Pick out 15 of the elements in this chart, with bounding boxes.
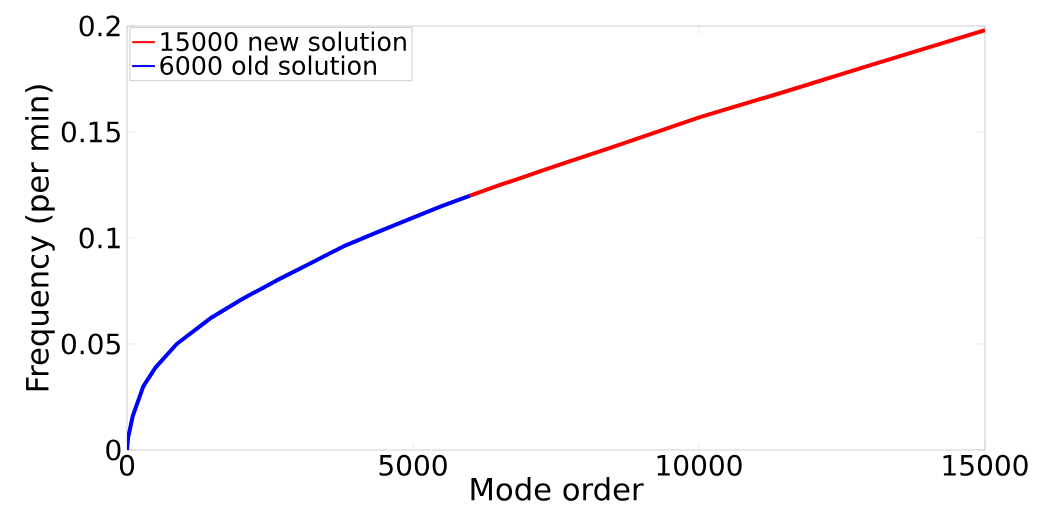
y-tick-label: 0.05 — [61, 333, 120, 355]
x-tick-label: 15000 — [943, 454, 1028, 476]
y-tick-label: 0 — [106, 439, 121, 461]
y-tick-label: 0.2 — [79, 15, 120, 37]
x-tick-label: 5000 — [379, 454, 447, 476]
x-axis-title: Mode order — [471, 477, 644, 501]
legend-label: 15000 new solution — [161, 31, 406, 52]
line-series — [127, 193, 473, 450]
y-tick-label: 0.15 — [61, 121, 120, 143]
line-series — [468, 28, 985, 198]
x-tick-label: 0 — [119, 454, 135, 476]
legend-label: 6000 old solution — [160, 55, 376, 76]
y-axis-title: Frequency (per min) — [25, 85, 55, 391]
y-tick-label: 0.1 — [79, 227, 120, 249]
x-tick-label: 10000 — [657, 454, 742, 476]
